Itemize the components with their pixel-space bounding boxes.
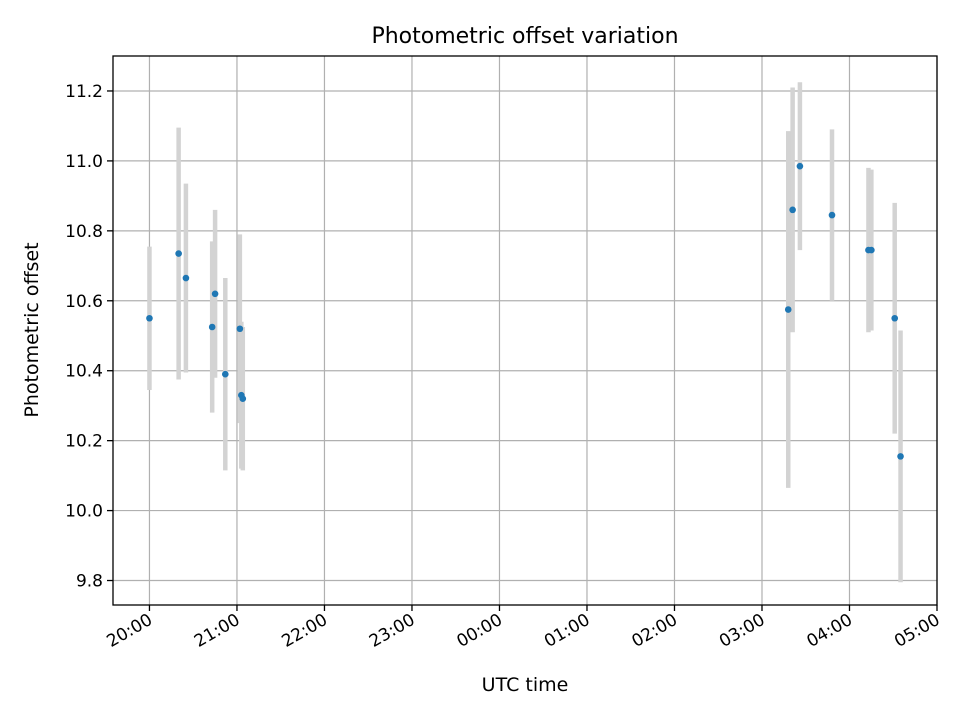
data-point xyxy=(897,453,904,460)
chart-title: Photometric offset variation xyxy=(371,24,678,49)
data-point xyxy=(828,211,836,219)
data-point xyxy=(175,250,182,257)
y-axis-label: Photometric offset xyxy=(21,242,43,417)
plot-frame xyxy=(112,55,938,606)
data-points xyxy=(146,162,904,460)
data-point xyxy=(211,290,219,298)
data-point xyxy=(784,306,792,313)
data-point xyxy=(891,314,899,322)
y-tick-label: 11.2 xyxy=(65,82,103,102)
data-point xyxy=(796,162,804,170)
x-axis-label: UTC time xyxy=(482,674,569,696)
data-point xyxy=(146,314,153,322)
data-point xyxy=(236,325,244,333)
data-point xyxy=(868,246,875,254)
y-tick-label: 10.4 xyxy=(65,362,103,382)
data-point xyxy=(789,206,796,214)
data-point xyxy=(221,370,229,378)
y-tick-label: 10.2 xyxy=(65,432,103,452)
y-tick-label: 11.0 xyxy=(65,152,103,172)
y-tick-label: 10.6 xyxy=(65,292,103,312)
data-point xyxy=(208,323,216,331)
y-tick-label: 9.8 xyxy=(76,572,103,592)
data-point xyxy=(182,274,190,282)
data-point xyxy=(239,395,247,402)
y-tick-label: 10.8 xyxy=(65,222,103,242)
y-tick-label: 10.0 xyxy=(65,502,103,522)
